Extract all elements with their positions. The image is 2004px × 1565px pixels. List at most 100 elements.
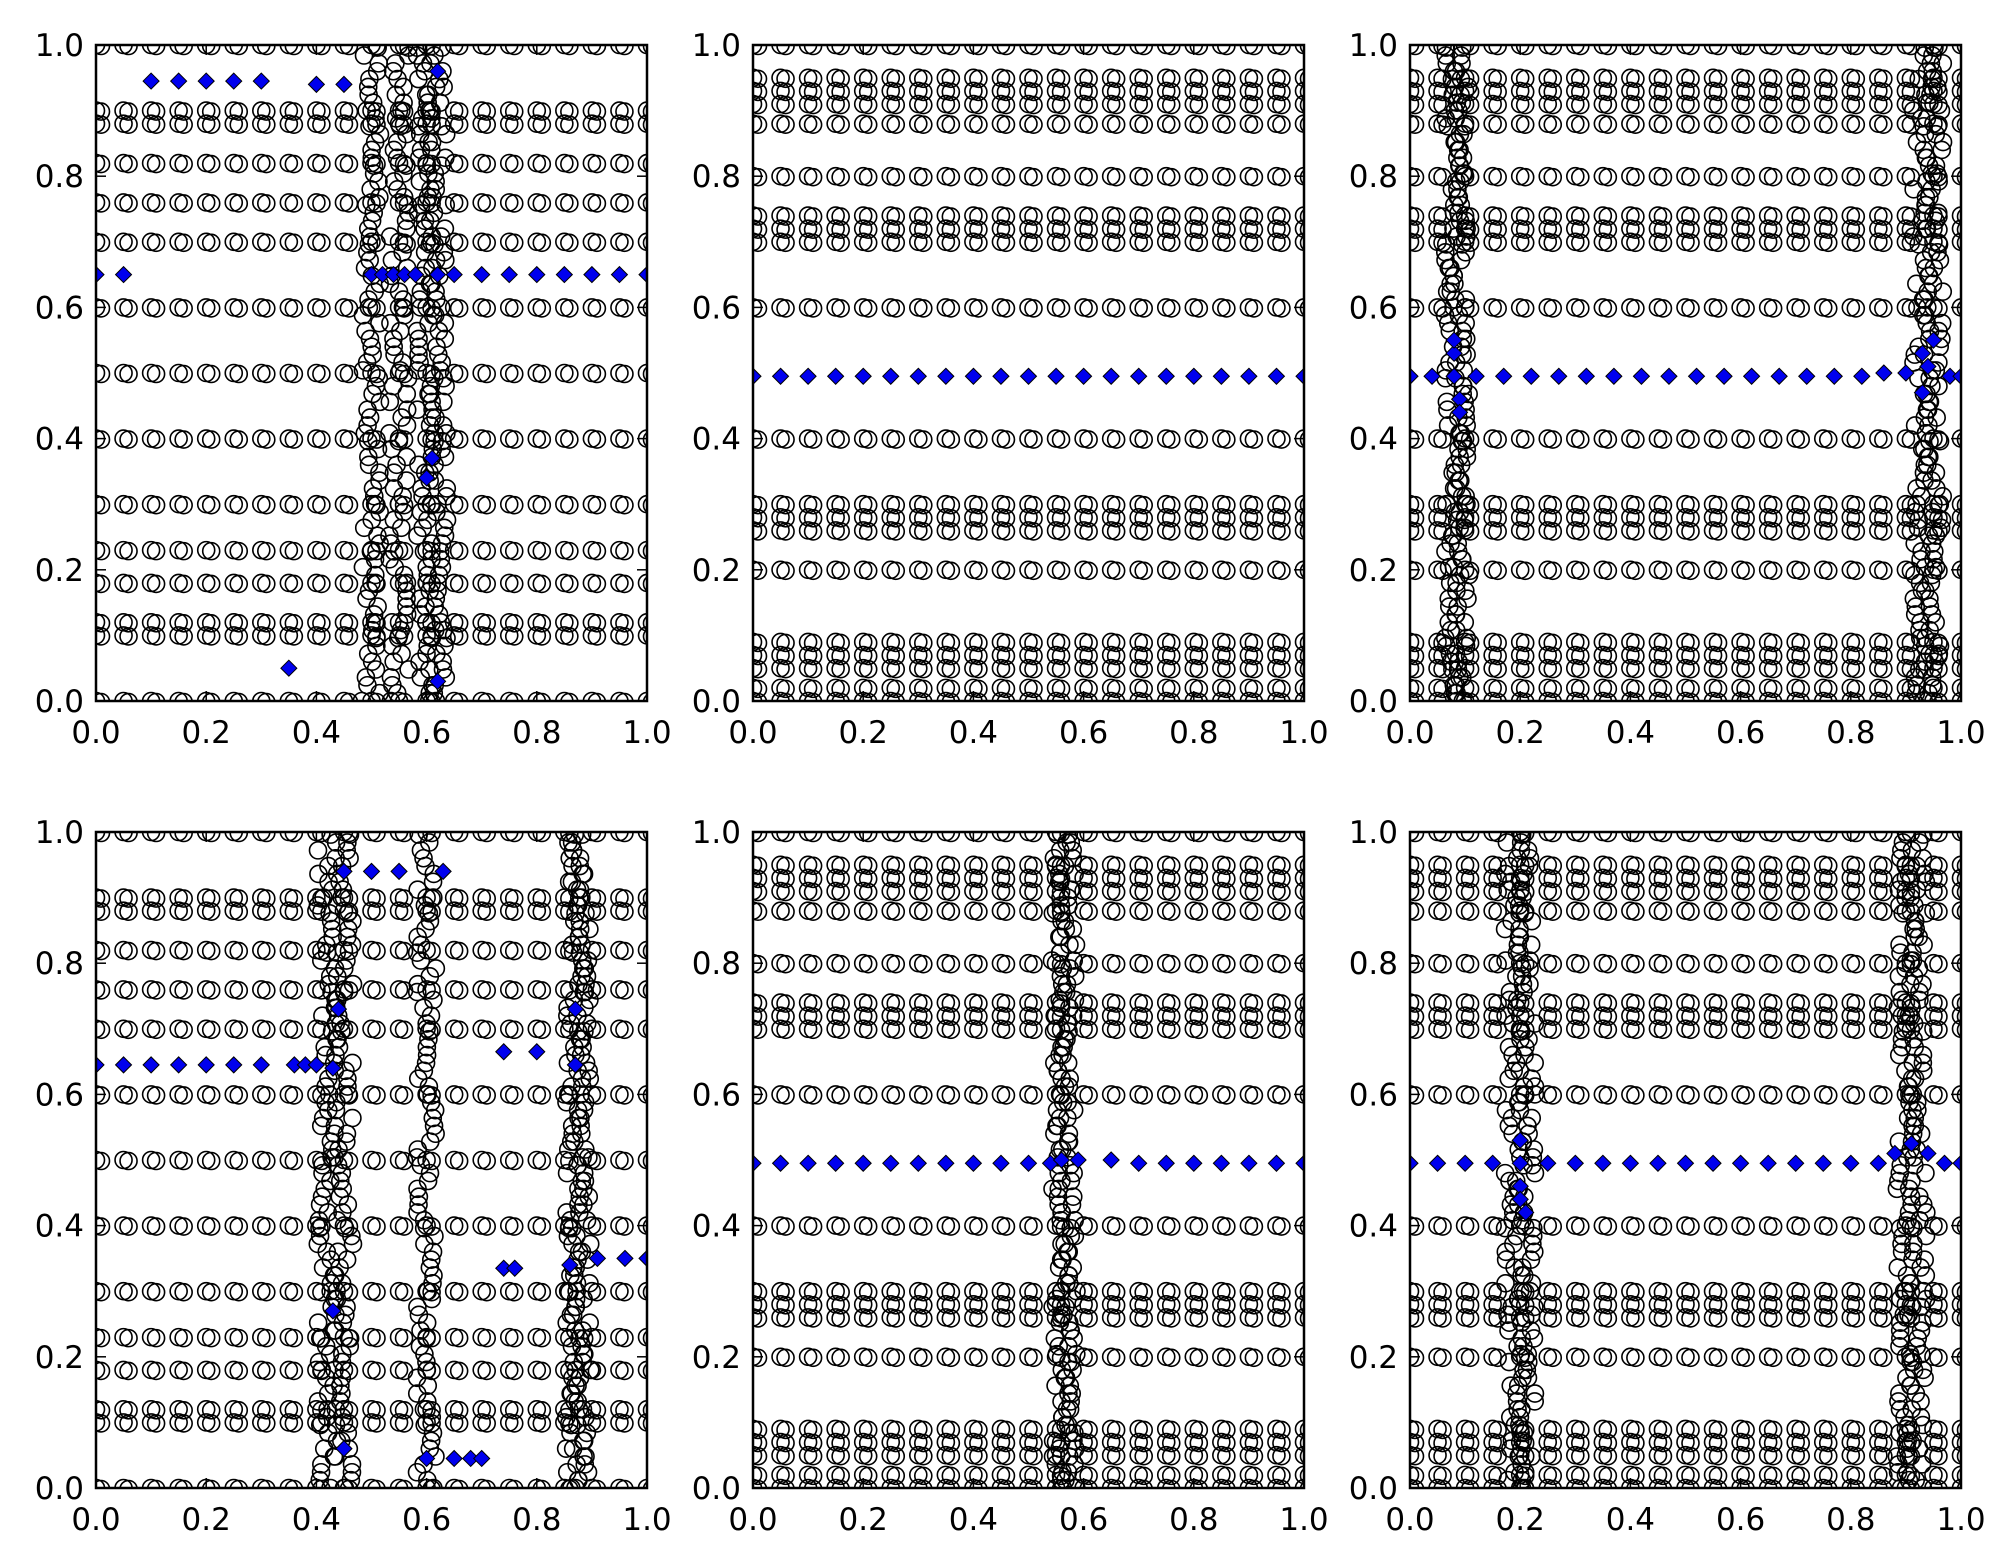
circle-marker (1217, 692, 1236, 701)
circle-marker (1106, 659, 1126, 679)
circle-marker (1217, 646, 1236, 666)
plot-area (753, 832, 1304, 1488)
circle-marker (409, 1305, 429, 1325)
x-tick-label: 0.8 (1826, 715, 1875, 751)
circle-marker (1763, 115, 1783, 135)
circle-marker (397, 235, 416, 254)
circle-marker (367, 889, 386, 908)
circle-marker (284, 1217, 304, 1236)
circle-marker (1874, 679, 1893, 699)
circle-marker (444, 1478, 464, 1488)
circle-marker (1272, 1020, 1291, 1040)
circle-marker (394, 1282, 414, 1302)
circle-marker (1079, 633, 1098, 653)
circle-marker (803, 1433, 823, 1453)
circle-series (753, 832, 1304, 1488)
circle-marker (615, 613, 634, 633)
circle-marker (753, 692, 768, 701)
circle-marker (615, 233, 634, 253)
circle-marker (394, 364, 414, 384)
circle-marker (96, 627, 111, 646)
circle-marker (96, 1413, 106, 1432)
circle-marker (1272, 207, 1291, 226)
circle-marker (422, 140, 441, 160)
circle-marker (229, 115, 249, 135)
circle-marker (1410, 233, 1425, 253)
diamond-marker (324, 1302, 342, 1320)
circle-marker (886, 1086, 906, 1105)
circle-marker (776, 207, 795, 226)
circle-marker (1956, 169, 1961, 186)
circle-marker (96, 941, 111, 961)
circle-marker (969, 95, 988, 115)
circle-marker (803, 561, 823, 581)
circle-marker (886, 646, 906, 666)
circle-marker (1951, 658, 1961, 678)
circle-marker (587, 541, 607, 561)
circle-marker (615, 1217, 634, 1236)
circle-marker (1189, 1282, 1209, 1302)
circle-marker (1452, 93, 1472, 113)
circle-marker (96, 364, 111, 384)
circle-marker (229, 541, 249, 561)
circle-marker (201, 194, 221, 213)
diamond-marker (445, 265, 463, 284)
circle-marker (532, 1282, 552, 1302)
circle-marker (1681, 495, 1700, 515)
circle-marker (941, 561, 961, 581)
circle-marker (913, 1086, 933, 1105)
circle-marker (201, 115, 221, 135)
circle-marker (418, 85, 438, 105)
circle-marker (969, 1309, 988, 1328)
circle-marker (996, 509, 1016, 528)
circle-marker (1763, 633, 1783, 653)
circle-marker (201, 613, 221, 633)
circle-marker (886, 82, 906, 102)
diamond-marker (335, 1439, 353, 1458)
circle-marker (312, 364, 331, 384)
circle-marker (1736, 646, 1755, 666)
circle-marker (532, 627, 552, 646)
circle-marker (776, 69, 795, 89)
diamond-marker (423, 449, 441, 467)
circle-marker (1189, 902, 1209, 922)
circle-marker (587, 902, 607, 922)
circle-marker (201, 1217, 221, 1236)
circle-marker (1763, 167, 1783, 187)
circle-marker (409, 345, 428, 364)
circle-marker (1024, 495, 1043, 515)
diamond-marker (1605, 367, 1623, 385)
circle-marker (1598, 115, 1618, 135)
circle-marker (1653, 561, 1673, 581)
circle-marker (1189, 95, 1209, 115)
circle-marker (1598, 207, 1618, 226)
plot-area (1410, 45, 1961, 701)
plot-area (753, 45, 1304, 701)
circle-marker (1051, 207, 1071, 226)
circle-marker (397, 384, 417, 404)
circle-marker (1598, 646, 1618, 666)
circle-marker (1239, 691, 1259, 701)
circle-marker (575, 959, 595, 978)
circle-marker (1708, 207, 1728, 226)
circle-marker (615, 541, 634, 561)
circle-marker (1441, 534, 1460, 553)
circle-marker (229, 1020, 249, 1040)
circle-marker (1244, 1479, 1264, 1488)
circle-marker (1956, 510, 1961, 527)
circle-marker (229, 1151, 249, 1171)
circle-marker (472, 1478, 491, 1488)
diamond-marker (616, 1249, 634, 1268)
circle-marker (1294, 1006, 1304, 1025)
circle-marker (753, 509, 768, 528)
circle-marker (1846, 82, 1866, 102)
circle-marker (969, 167, 988, 187)
circle-marker (1874, 207, 1893, 226)
circle-marker (367, 364, 386, 384)
circle-marker (1915, 439, 1934, 459)
circle-marker (1653, 646, 1673, 666)
ticks: 0.0 0.2 0.4 0.6 0.8 1.00.00.20.40.60.81.0 (1349, 28, 1986, 751)
diamond-marker (506, 1259, 524, 1277)
circle-marker (1051, 495, 1071, 515)
circle-marker (1488, 167, 1507, 187)
